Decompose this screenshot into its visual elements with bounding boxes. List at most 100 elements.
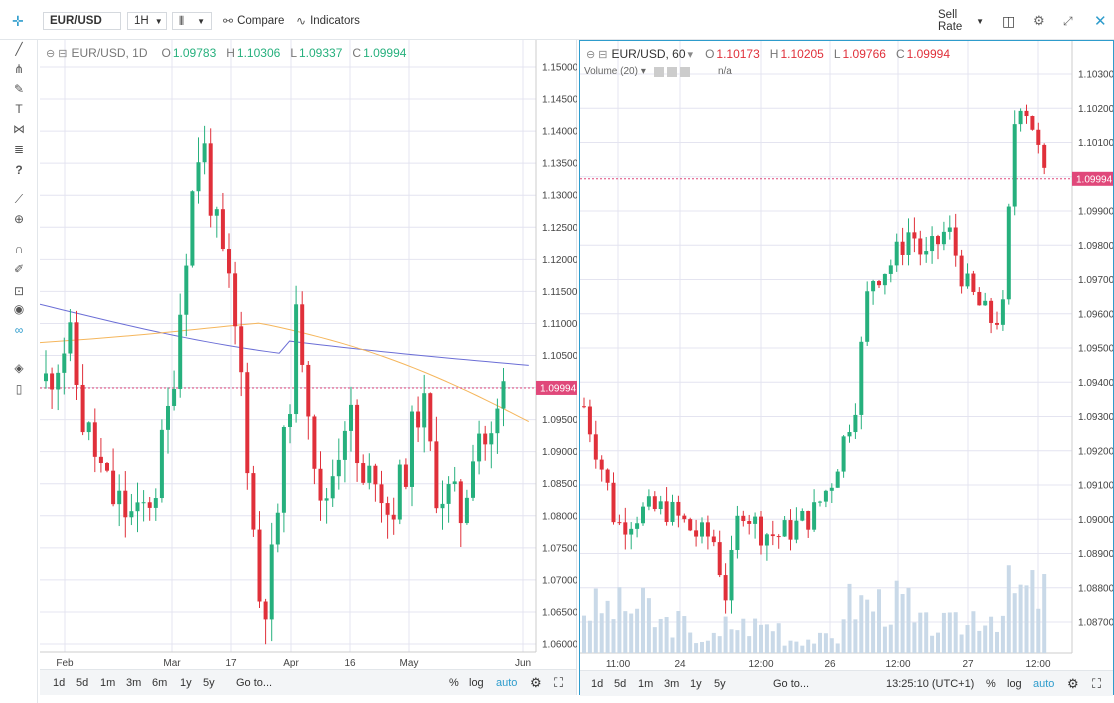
candle-body[interactable]: [759, 516, 763, 546]
candle-body[interactable]: [582, 406, 586, 408]
candle-body[interactable]: [288, 414, 292, 427]
chevron-down-icon[interactable]: ▾: [687, 48, 694, 61]
candle-body[interactable]: [245, 372, 250, 474]
candle-body[interactable]: [658, 501, 663, 510]
candle-body[interactable]: [190, 191, 195, 266]
percent-toggle[interactable]: %: [449, 677, 459, 689]
candle-body[interactable]: [859, 341, 864, 415]
candle-body[interactable]: [877, 281, 881, 286]
trash-icon[interactable]: ▯: [15, 382, 23, 396]
candle-body[interactable]: [294, 304, 299, 415]
candle-body[interactable]: [947, 227, 952, 232]
candle-body[interactable]: [794, 520, 799, 540]
auto-toggle[interactable]: auto: [1033, 678, 1055, 690]
candle-body[interactable]: [711, 536, 716, 543]
candle-body[interactable]: [865, 291, 870, 342]
candle-body[interactable]: [587, 406, 592, 435]
pitchfork-icon[interactable]: ⋔: [13, 62, 25, 76]
candle-body[interactable]: [953, 227, 958, 256]
candle-body[interactable]: [428, 393, 433, 442]
chart-pane-daily[interactable]: 1.15000 1.14500 1.14000 1.13500 1.13000 1.125…: [40, 40, 577, 695]
candle-body[interactable]: [80, 384, 85, 433]
candle-body[interactable]: [275, 512, 280, 545]
fib-icon[interactable]: ≣: [13, 142, 25, 156]
fullscreen-icon[interactable]: ⤢: [1063, 13, 1073, 28]
log-toggle[interactable]: log: [469, 677, 484, 689]
range-button-3m[interactable]: 3m: [126, 677, 142, 689]
candle-body[interactable]: [694, 530, 699, 537]
candle-body[interactable]: [700, 522, 704, 537]
range-button-5d[interactable]: 5d: [76, 677, 89, 689]
goto-button[interactable]: Go to...: [773, 678, 810, 690]
percent-toggle[interactable]: %: [986, 678, 996, 690]
candle-body[interactable]: [688, 519, 693, 531]
candle-body[interactable]: [86, 422, 91, 433]
range-button-5y[interactable]: 5y: [714, 678, 726, 690]
layers-icon[interactable]: ◈: [14, 361, 24, 375]
candle-body[interactable]: [153, 498, 158, 508]
collapse-icon[interactable]: ⊖ ⊟: [586, 48, 608, 61]
goto-button[interactable]: Go to...: [236, 677, 273, 689]
chart-pane-hourly[interactable]: 1.103001.102001.101001.100001.099001.098…: [579, 40, 1114, 696]
range-button-5d[interactable]: 5d: [614, 678, 627, 690]
candle-body[interactable]: [664, 501, 669, 522]
candle-body[interactable]: [464, 497, 469, 524]
candle-body[interactable]: [489, 433, 494, 445]
candle-body[interactable]: [50, 373, 55, 390]
candle-body[interactable]: [98, 456, 103, 463]
candle-body[interactable]: [257, 529, 262, 602]
candle-body[interactable]: [941, 231, 946, 245]
candle-body[interactable]: [652, 496, 657, 510]
price-type-dropdown[interactable]: Sell Rate ▼: [932, 9, 990, 33]
candle-body[interactable]: [349, 404, 353, 431]
candle-body[interactable]: [670, 501, 675, 522]
candle-body[interactable]: [391, 514, 396, 520]
candle-body[interactable]: [812, 502, 817, 530]
candle-body[interactable]: [373, 465, 378, 485]
candle-body[interactable]: [410, 411, 414, 487]
candle-body[interactable]: [202, 143, 207, 163]
candle-body[interactable]: [239, 326, 244, 373]
candle-body[interactable]: [300, 304, 305, 365]
volume-settings-icon[interactable]: [653, 66, 664, 77]
crosshair-icon[interactable]: ✛: [12, 12, 24, 29]
candle-body[interactable]: [233, 273, 238, 327]
candle-body[interactable]: [1030, 116, 1035, 130]
close-icon[interactable]: ✕: [1094, 13, 1107, 30]
candle-body[interactable]: [330, 476, 335, 499]
candle-body[interactable]: [1000, 299, 1005, 325]
range-button-1d[interactable]: 1d: [53, 677, 66, 689]
candle-body[interactable]: [959, 255, 964, 287]
candle-body[interactable]: [477, 433, 482, 462]
fullscreen-icon[interactable]: ⛶: [1092, 676, 1102, 691]
candle-body[interactable]: [782, 520, 787, 537]
candle-body[interactable]: [995, 322, 999, 325]
gear-icon[interactable]: ⚙: [1033, 13, 1045, 28]
candle-body[interactable]: [495, 408, 500, 434]
range-button-1m[interactable]: 1m: [100, 677, 116, 689]
daily-candlestick-chart[interactable]: 1.15000 1.14500 1.14000 1.13500 1.13000 1.125…: [40, 40, 577, 669]
candle-body[interactable]: [147, 502, 152, 508]
range-button-1y[interactable]: 1y: [690, 678, 702, 690]
eye-icon[interactable]: ◉: [13, 302, 25, 316]
candle-body[interactable]: [912, 232, 917, 239]
compare-button[interactable]: ⚯ Compare: [223, 12, 284, 30]
candle-body[interactable]: [776, 536, 781, 538]
candle-body[interactable]: [318, 468, 323, 501]
auto-toggle[interactable]: auto: [496, 677, 518, 689]
log-toggle[interactable]: log: [1007, 678, 1022, 690]
candle-body[interactable]: [617, 522, 622, 524]
candle-body[interactable]: [635, 523, 640, 529]
candle-body[interactable]: [220, 209, 225, 250]
candle-body[interactable]: [458, 481, 463, 524]
candle-body[interactable]: [263, 601, 268, 620]
link-icon[interactable]: ∞: [14, 323, 24, 337]
volume-remove-icon[interactable]: [679, 66, 690, 77]
candle-body[interactable]: [452, 481, 457, 485]
pattern-icon[interactable]: ⋈: [13, 122, 25, 136]
candle-body[interactable]: [251, 473, 256, 530]
candle-body[interactable]: [1018, 110, 1023, 125]
candle-body[interactable]: [214, 209, 219, 216]
candle-body[interactable]: [729, 549, 734, 601]
candle-body[interactable]: [611, 482, 616, 523]
